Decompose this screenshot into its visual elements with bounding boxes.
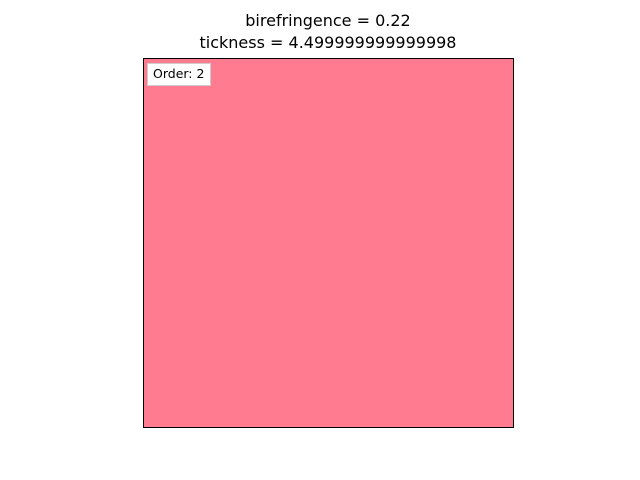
chart-title-line-2: tickness = 4.499999999999998 [199, 33, 457, 52]
color-fill [144, 59, 513, 427]
order-label: Order: 2 [147, 63, 212, 86]
chart-title-line-1: birefringence = 0.22 [245, 11, 411, 30]
plot-area: Order: 2 [143, 58, 514, 428]
